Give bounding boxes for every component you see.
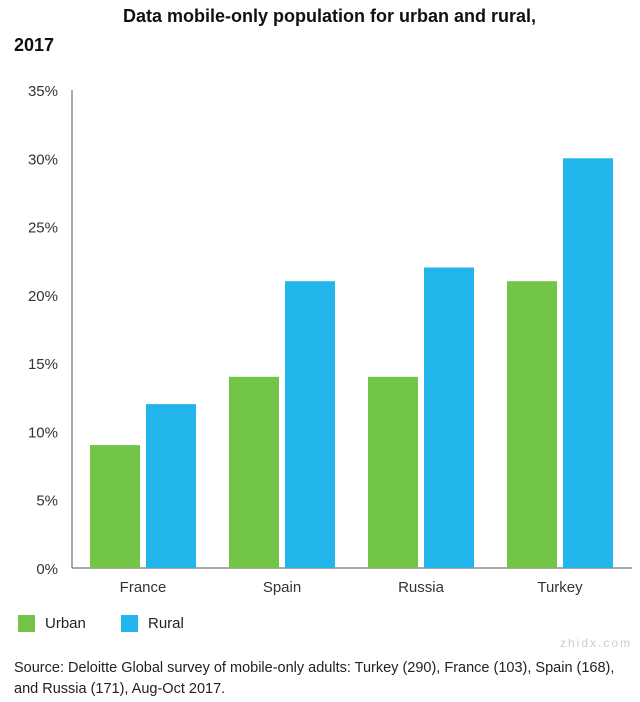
y-tick-label: 5%	[36, 493, 58, 510]
x-tick-label: France	[120, 579, 167, 596]
bar-rural-france	[146, 404, 196, 568]
x-tick-label: Turkey	[537, 579, 583, 596]
y-tick-label: 30%	[28, 151, 58, 168]
legend-rural: Rural	[121, 615, 184, 632]
y-tick-label: 20%	[28, 288, 58, 305]
bar-urban-russia	[368, 376, 418, 568]
legend-label-urban: Urban	[45, 615, 86, 632]
y-tick-label: 15%	[28, 356, 58, 373]
y-tick-label: 10%	[28, 424, 58, 441]
bar-rural-spain	[285, 281, 335, 568]
bar-urban-spain	[229, 376, 279, 568]
y-tick-label: 35%	[28, 83, 58, 100]
y-tick-label: 0%	[36, 561, 58, 578]
watermark: zhidx.com	[560, 636, 633, 650]
chart-title-year: 2017	[14, 35, 55, 55]
legend-swatch-rural	[121, 615, 138, 632]
bar-rural-russia	[424, 267, 474, 568]
source-note: Source: Deloitte Global survey of mobile…	[14, 660, 615, 697]
legend-urban: Urban	[18, 615, 86, 632]
x-tick-label: Russia	[398, 579, 445, 596]
x-tick-label: Spain	[263, 579, 301, 596]
legend-label-rural: Rural	[148, 615, 184, 632]
bar-urban-france	[90, 445, 140, 568]
legend-swatch-urban	[18, 615, 35, 632]
bar-chart: 0% 5% 10% 15% 20% 25% 30% 35% France Spain Russia T…	[28, 83, 632, 596]
chart-title: Data mobile-only population for urban an…	[123, 6, 537, 26]
bar-urban-turkey	[507, 281, 557, 568]
bar-rural-turkey	[563, 158, 613, 569]
y-tick-label: 25%	[28, 220, 58, 237]
